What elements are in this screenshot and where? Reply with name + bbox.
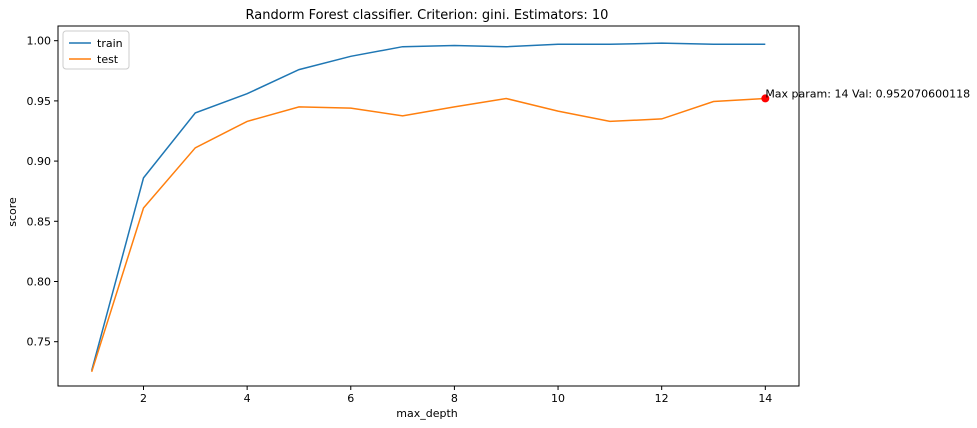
y-axis-ticks: 0.75 0.80 0.85 0.90 0.95 1.00 [27,35,58,349]
max-point-annotation: Max param: 14 Val: 0.952070600118 [765,87,970,100]
annotation-group: Max param: 14 Val: 0.952070600118 [761,87,970,103]
legend-label-test: test [97,53,119,66]
x-tick-label: 4 [244,392,251,405]
x-tick-label: 6 [347,392,354,405]
series-line-train [90,42,766,371]
chart-title: Randorm Forest classifier. Criterion: gi… [246,8,609,23]
y-tick-label: 0.95 [27,95,52,108]
y-tick-label: 0.90 [27,155,52,168]
series-line-test [90,97,766,373]
legend: train test [62,30,130,70]
legend-label-train: train [97,37,123,50]
x-tick-label: 14 [758,392,772,405]
y-tick-label: 0.75 [27,336,52,349]
x-axis-label: max_depth [396,407,458,420]
y-tick-label: 0.85 [27,215,52,228]
plot-area: 2 4 6 8 10 12 14 0.75 0.80 0.85 0.90 0.95 1.00 Max … [27,25,970,405]
x-tick-label: 8 [451,392,458,405]
plot-frame [57,25,800,387]
y-tick-label: 0.80 [27,275,52,288]
x-tick-label: 12 [655,392,669,405]
y-axis-label: score [6,197,19,227]
x-tick-label: 10 [551,392,565,405]
max-point-marker [761,94,770,103]
series-group [90,42,766,373]
x-axis-ticks: 2 4 6 8 10 12 14 [140,386,772,405]
y-tick-label: 1.00 [27,35,52,48]
x-tick-label: 2 [140,392,147,405]
